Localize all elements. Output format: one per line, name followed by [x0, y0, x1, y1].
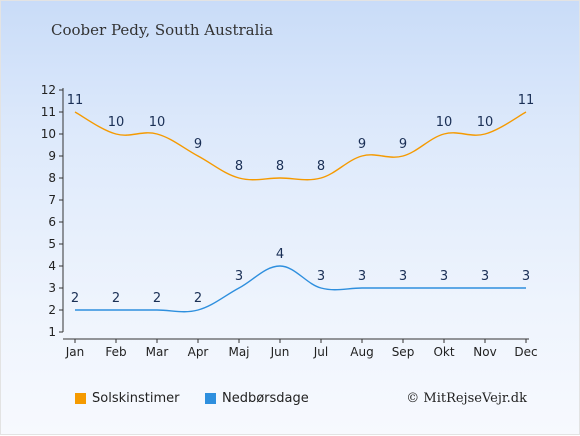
legend-label-rain: Nedbørsdage	[222, 391, 309, 406]
sunshine-data-label: 9	[399, 137, 407, 152]
legend-item-rain: Nedbørsdage	[205, 391, 309, 406]
sunshine-data-label: 10	[108, 115, 125, 130]
y-tick-label: 5	[48, 237, 56, 251]
rain-data-label: 3	[399, 269, 407, 284]
x-tick-label: Nov	[473, 345, 496, 359]
y-tick-label: 3	[48, 281, 56, 295]
y-tick-label: 2	[48, 303, 56, 317]
rain-data-label: 3	[522, 269, 530, 284]
sunshine-data-label: 9	[358, 137, 366, 152]
y-tick-label: 11	[41, 105, 56, 119]
x-tick-label: Dec	[514, 345, 537, 359]
rain-data-label: 3	[440, 269, 448, 284]
sunshine-data-label: 10	[477, 115, 494, 130]
x-tick-label: Aug	[350, 345, 373, 359]
x-tick-label: Jun	[270, 345, 290, 359]
sunshine-data-label: 8	[276, 159, 284, 174]
y-tick-label: 8	[48, 171, 56, 185]
x-tick-label: Apr	[188, 345, 209, 359]
sunshine-data-label: 11	[518, 93, 535, 108]
sunshine-data-label: 11	[67, 93, 84, 108]
legend-label-sunshine: Solskinstimer	[92, 391, 180, 406]
x-tick-label: Jul	[313, 345, 328, 359]
y-tick-label: 4	[48, 259, 56, 273]
rain-data-label: 3	[235, 269, 243, 284]
x-tick-label: Maj	[228, 345, 249, 359]
y-tick-label: 9	[48, 149, 56, 163]
rain-data-label: 2	[194, 291, 202, 306]
legend-swatch-rain	[205, 393, 216, 404]
x-tick-label: Feb	[105, 345, 126, 359]
rain-data-label: 2	[153, 291, 161, 306]
legend-swatch-sunshine	[75, 393, 86, 404]
rain-data-label: 4	[276, 247, 284, 262]
sunshine-line	[74, 111, 527, 181]
y-tick-label: 10	[41, 127, 56, 141]
sunshine-data-label: 10	[436, 115, 453, 130]
x-tick-label: Mar	[146, 345, 169, 359]
chart-title: Coober Pedy, South Australia	[51, 21, 274, 39]
y-tick-label: 1	[48, 325, 56, 339]
sunshine-data-label: 10	[149, 115, 166, 130]
rain-data-label: 3	[317, 269, 325, 284]
y-tick-label: 7	[48, 193, 56, 207]
rain-data-label: 3	[481, 269, 489, 284]
y-tick-label: 12	[41, 83, 56, 97]
rain-data-label: 2	[71, 291, 79, 306]
rain-data-label: 2	[112, 291, 120, 306]
sunshine-data-label: 9	[194, 137, 202, 152]
copyright-notice: © MitRejseVejr.dk	[406, 391, 527, 406]
legend-item-sunshine: Solskinstimer	[75, 391, 179, 406]
x-tick-label: Jan	[65, 345, 85, 359]
x-tick-label: Okt	[433, 345, 454, 359]
y-tick-label: 6	[48, 215, 56, 229]
rain-line	[75, 265, 526, 313]
x-tick-label: Sep	[392, 345, 415, 359]
sunshine-data-label: 8	[317, 159, 325, 174]
sunshine-data-label: 8	[235, 159, 243, 174]
rain-data-label: 3	[358, 269, 366, 284]
